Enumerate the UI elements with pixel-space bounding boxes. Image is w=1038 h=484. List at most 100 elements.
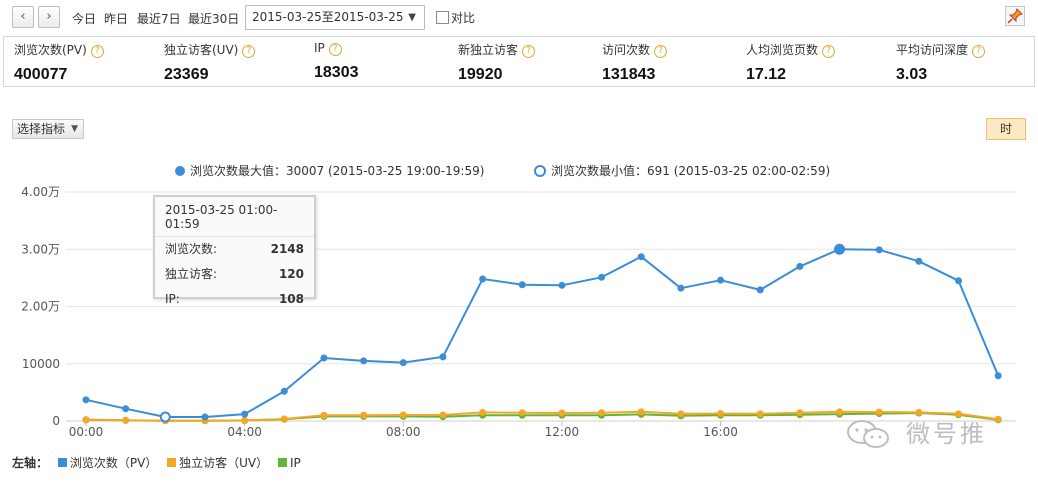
next-range-button[interactable]: ›	[38, 6, 60, 28]
data-point	[479, 275, 487, 283]
tooltip-value: 2148	[270, 242, 304, 256]
select-indicator-dropdown[interactable]: 选择指标 ▼	[12, 119, 84, 139]
legend-min-label: 浏览次数最小值：691 (2015-03-25 02:00-02:59)	[551, 163, 830, 178]
tooltip-value: 108	[278, 292, 304, 306]
chevron-right-icon: ›	[46, 9, 52, 24]
y-axis-ticks: 0 10000 2.00万 3.00万 4.00万	[21, 185, 60, 428]
data-point	[122, 405, 130, 413]
data-point	[399, 359, 407, 367]
y-tick-label: 3.00万	[21, 242, 60, 256]
data-point	[875, 246, 883, 254]
series-line	[85, 410, 999, 422]
tooltip-row: IP: 108	[155, 287, 314, 312]
date-range-value: 2015-03-25至2015-03-25	[252, 10, 404, 24]
wechat-icon	[847, 420, 889, 448]
data-point	[439, 411, 447, 419]
data-point	[280, 415, 288, 423]
series-legend: 左轴： 浏览次数（PV） 独立访客（UV） IP	[12, 454, 301, 471]
compare-checkbox[interactable]: 对比	[436, 9, 475, 26]
data-point	[994, 415, 1002, 423]
metric-label: IP	[314, 41, 325, 55]
data-point	[558, 409, 566, 417]
pv-line-chart: 0 10000 2.00万 3.00万 4.00万 00:00 04:00 08:00 12:…	[21, 163, 1016, 439]
metric-label: 独立访客(UV)	[164, 43, 239, 57]
date-range-select[interactable]: 2015-03-25至2015-03-25 ▼	[245, 5, 425, 30]
legend-swatch	[57, 458, 67, 467]
quick-range-today[interactable]: 今日	[72, 12, 97, 26]
tooltip-label: 浏览次数:	[165, 242, 218, 256]
data-point	[201, 413, 209, 421]
quick-range-30days[interactable]: 最近30日	[188, 12, 240, 26]
data-point	[82, 396, 90, 404]
metric-value: 131843	[602, 66, 656, 83]
quick-range-7days[interactable]: 最近7日	[137, 12, 181, 26]
tooltip-value: 120	[278, 267, 304, 281]
data-point	[558, 281, 566, 289]
help-icon[interactable]: ?	[522, 45, 536, 58]
data-point	[756, 410, 764, 418]
data-point	[399, 411, 407, 419]
help-icon[interactable]: ?	[328, 43, 342, 56]
hour-granularity-button[interactable]: 时	[986, 118, 1026, 140]
data-point	[637, 253, 645, 261]
help-icon[interactable]: ?	[972, 45, 986, 58]
data-point	[320, 411, 328, 419]
metric-pages-per-user: 人均浏览页数? 17.12	[746, 41, 836, 84]
data-point	[320, 354, 328, 362]
chevron-left-icon: ‹	[20, 9, 26, 24]
metric-label: 新独立访客	[458, 43, 519, 57]
help-icon[interactable]: ?	[242, 45, 256, 58]
legend-label: 浏览次数（PV）	[69, 456, 158, 470]
legend-swatch	[167, 458, 177, 467]
legend-item-ip[interactable]: IP	[272, 456, 301, 470]
checkbox-box[interactable]	[436, 11, 449, 24]
compare-label: 对比	[451, 11, 476, 25]
metric-label: 浏览次数(PV)	[14, 43, 87, 57]
legend-item-uv[interactable]: 独立访客（UV）	[161, 456, 268, 470]
legend-max-marker	[175, 166, 185, 176]
prev-range-button[interactable]: ‹	[12, 6, 34, 28]
legend-label: 独立访客（UV）	[179, 456, 269, 470]
help-icon[interactable]: ?	[822, 45, 836, 58]
hour-granularity-label: 时	[999, 122, 1012, 136]
help-icon[interactable]: ?	[90, 45, 104, 58]
legend-label: IP	[289, 456, 301, 470]
chevron-down-icon: ▼	[408, 12, 416, 23]
metric-value: 400077	[14, 66, 68, 83]
metric-new-uv: 新独立访客? 19920	[458, 41, 536, 84]
data-point	[598, 273, 606, 281]
chart-top-legend: 浏览次数最大值：30007 (2015-03-25 19:00-19:59) 浏…	[175, 163, 830, 178]
chart-series	[82, 243, 1002, 425]
data-point	[122, 416, 130, 424]
metric-value: 17.12	[746, 66, 787, 83]
metric-value: 19920	[458, 66, 503, 83]
data-point	[360, 357, 368, 365]
data-point	[241, 416, 249, 424]
data-point	[360, 411, 368, 419]
metric-visits: 访问次数? 131843	[602, 41, 668, 84]
legend-item-pv[interactable]: 浏览次数（PV）	[52, 456, 157, 470]
quick-range-yesterday[interactable]: 昨日	[104, 12, 129, 26]
help-icon[interactable]: ?	[654, 45, 668, 58]
x-tick-label: 12:00	[545, 425, 580, 439]
metric-value: 3.03	[896, 66, 928, 83]
metrics-bar: 浏览次数(PV)? 400077 独立访客(UV)? 23369 IP? 183…	[3, 36, 1035, 87]
data-point	[479, 408, 487, 416]
data-point	[439, 353, 447, 361]
min-point	[159, 411, 171, 423]
pin-button[interactable]	[1005, 6, 1025, 26]
pin-icon	[1007, 8, 1023, 24]
x-tick-label: 00:00	[69, 425, 104, 439]
metric-visit-depth: 平均访问深度? 3.03	[896, 41, 986, 84]
watermark: 微号推	[840, 414, 1020, 454]
axis-label: 左轴：	[12, 456, 49, 470]
data-point	[955, 410, 963, 418]
metric-uv: 独立访客(UV)? 23369	[164, 41, 256, 84]
y-tick-label: 10000	[22, 357, 60, 371]
data-point	[915, 257, 923, 265]
data-point	[280, 387, 288, 395]
data-point	[598, 409, 606, 417]
x-axis-ticks: 00:00 04:00 08:00 12:00 16:00	[69, 421, 738, 439]
data-point	[796, 409, 804, 417]
legend-swatch	[277, 458, 287, 467]
